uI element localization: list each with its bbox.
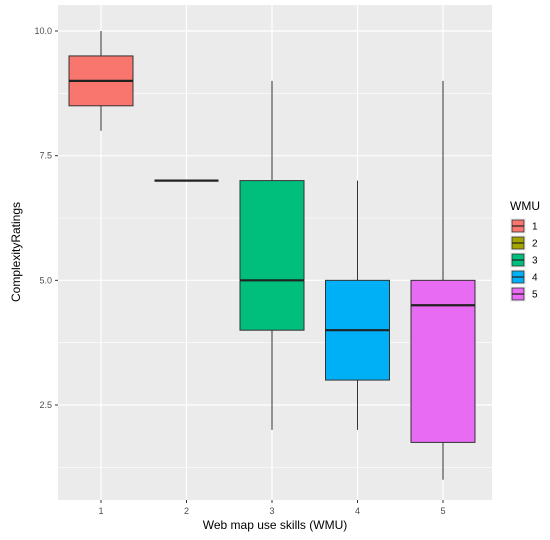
x-tick-label: 2 bbox=[184, 506, 189, 516]
box-series bbox=[68, 31, 476, 480]
y-tick-label: 2.5 bbox=[39, 400, 52, 410]
legend-label: 3 bbox=[532, 256, 538, 267]
legend-item-5: 5 bbox=[510, 286, 538, 302]
box-group-4 bbox=[325, 180, 390, 430]
y-tick-label: 7.5 bbox=[39, 151, 52, 161]
box-body bbox=[410, 279, 476, 443]
box-body bbox=[239, 180, 305, 331]
legend-item-2: 2 bbox=[510, 235, 538, 251]
x-axis-title: Web map use skills (WMU) bbox=[203, 518, 347, 532]
y-tick-label: 10.0 bbox=[34, 26, 52, 36]
legend-item-1: 1 bbox=[510, 218, 538, 234]
x-tick-label: 5 bbox=[440, 506, 445, 516]
legend-label: 2 bbox=[532, 239, 538, 250]
y-tick-label: 5.0 bbox=[39, 275, 52, 285]
legend: WMU 1 2 3 4 5 bbox=[510, 199, 540, 302]
box-group-5 bbox=[410, 80, 476, 480]
x-tick-label: 4 bbox=[355, 506, 360, 516]
box-group-3 bbox=[239, 80, 305, 430]
legend-item-3: 3 bbox=[510, 252, 538, 268]
x-tick-label: 1 bbox=[98, 506, 103, 516]
legend-label: 5 bbox=[532, 290, 538, 301]
legend-label: 1 bbox=[532, 222, 538, 233]
y-axis-title: ComplexityRatings bbox=[9, 202, 23, 302]
x-axis-ticks: 1 2 3 4 5 bbox=[98, 500, 446, 516]
legend-item-4: 4 bbox=[510, 269, 538, 285]
legend-label: 4 bbox=[532, 273, 538, 284]
x-tick-label: 3 bbox=[269, 506, 274, 516]
box-group-1 bbox=[68, 31, 134, 131]
legend-title: WMU bbox=[510, 199, 540, 213]
y-axis-ticks: 2.5 5.0 7.5 10.0 bbox=[34, 26, 58, 410]
